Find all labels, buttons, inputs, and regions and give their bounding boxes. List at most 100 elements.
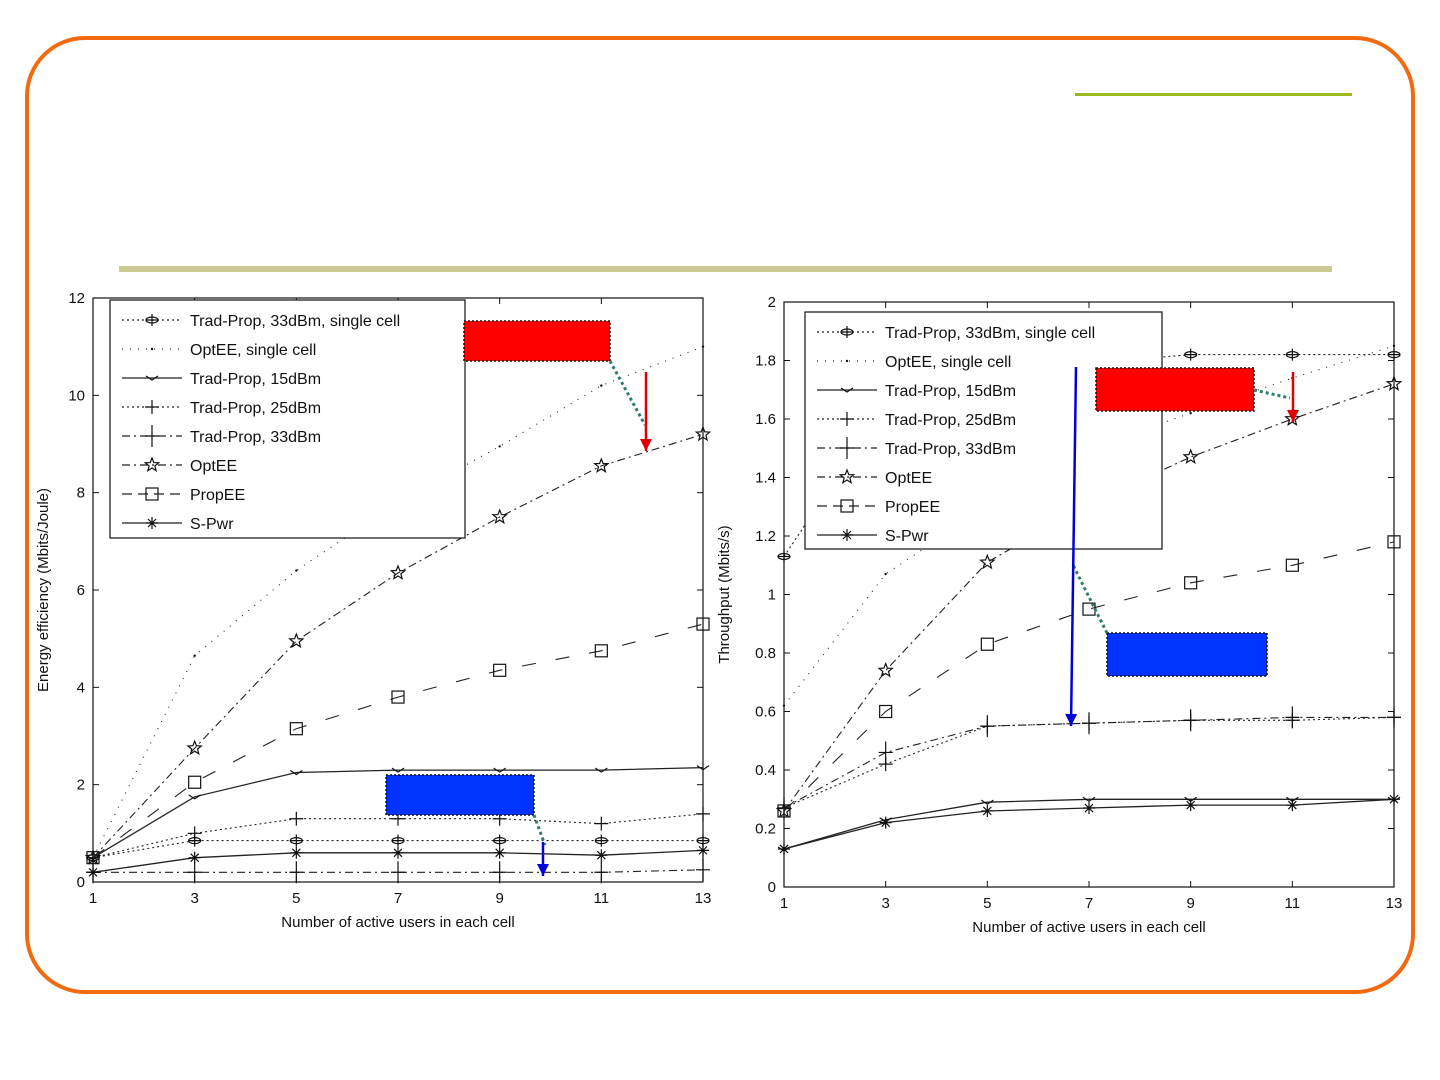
data-point — [1392, 344, 1396, 348]
data-point — [86, 851, 100, 865]
legend-label: PropEE — [190, 487, 245, 504]
blue-highlight-box — [385, 774, 535, 816]
data-point — [289, 834, 303, 847]
data-point — [493, 663, 507, 677]
legend-item: Trad-Prop, 15dBm — [122, 371, 321, 388]
data-point — [290, 770, 303, 776]
marker-star — [1385, 375, 1403, 391]
marker-dot — [193, 654, 196, 657]
marker-plus — [187, 826, 202, 841]
marker-star — [838, 468, 856, 485]
marker-circle — [493, 837, 507, 845]
marker-dot — [1189, 411, 1192, 415]
data-point — [289, 861, 304, 884]
marker-square — [289, 722, 303, 736]
data-point — [884, 572, 887, 576]
legend-label: S-Pwr — [190, 516, 234, 533]
data-point — [1387, 706, 1401, 729]
x-tick-label: 13 — [1386, 895, 1403, 912]
data-point — [1182, 448, 1199, 465]
legend-item: Trad-Prop, 33dBm — [817, 437, 1016, 459]
marker-asterisk — [290, 846, 303, 859]
marker-plus — [696, 806, 710, 821]
marker-plus — [145, 425, 159, 447]
y-axis-title: Energy efficiency (Mbits/Joule) — [35, 488, 52, 692]
x-tick-label: 9 — [1186, 895, 1194, 912]
y-tick-label: 4 — [77, 679, 85, 696]
data-point — [775, 802, 793, 818]
marker-plus — [1286, 348, 1299, 361]
data-point — [879, 704, 893, 719]
callout-line — [1253, 388, 1291, 400]
y-tick-label: 0.2 — [755, 821, 776, 838]
legend-item: Trad-Prop, 33dBm — [122, 425, 321, 447]
data-point — [777, 797, 791, 820]
legend-label: OptEE, single cell — [885, 354, 1011, 371]
marker-asterisk — [392, 846, 404, 859]
y-tick-label: 1.4 — [755, 470, 776, 487]
marker-plus — [289, 861, 304, 884]
data-point — [694, 425, 712, 442]
data-point — [1285, 558, 1299, 572]
marker-asterisk — [1083, 802, 1095, 815]
series-line — [92, 766, 704, 859]
legend-marker — [838, 468, 856, 485]
marker-star — [143, 456, 161, 473]
data-point — [1285, 706, 1300, 729]
data-point — [493, 846, 506, 859]
marker-star — [877, 661, 894, 678]
marker-plus — [1285, 706, 1300, 729]
legend-marker — [150, 347, 154, 351]
data-point — [391, 834, 405, 847]
marker-plus — [840, 437, 854, 459]
data-point — [595, 767, 608, 773]
marker-triangle — [290, 770, 303, 776]
data-point — [696, 617, 710, 631]
legend-box — [804, 311, 1163, 550]
slide-frame — [25, 36, 1415, 994]
y-axis-title: Throughput (Mbits/s) — [716, 525, 733, 663]
y-tick-label: 12 — [68, 290, 85, 307]
marker-plus — [187, 861, 202, 884]
marker-asterisk — [87, 866, 99, 879]
marker-plus — [1082, 712, 1096, 735]
marker-asterisk — [595, 849, 608, 862]
legend-marker — [845, 359, 849, 363]
tp-plot: 1 3 5 7 9 11 1300.20.40.60.811.21.41.61.82Numb… — [716, 294, 1402, 936]
data-point — [980, 637, 994, 651]
series-line — [783, 541, 1395, 812]
marker-square — [696, 617, 710, 631]
y-tick-label: 8 — [77, 485, 85, 502]
marker-plus — [777, 797, 791, 820]
data-point — [389, 564, 407, 580]
legend-marker — [145, 487, 159, 501]
marker-dot — [701, 345, 705, 348]
accent-line-mid — [119, 266, 1332, 272]
data-point — [1183, 709, 1198, 732]
marker-square — [879, 704, 893, 719]
legend-item: PropEE — [817, 499, 940, 516]
legend-item: S-Pwr — [122, 516, 234, 533]
legend-label: PropEE — [885, 499, 940, 516]
data-point — [696, 858, 710, 881]
legend-marker — [145, 314, 159, 326]
series-7 — [777, 535, 1401, 818]
data-point — [1385, 375, 1403, 391]
marker-dot — [295, 569, 298, 572]
marker-dot — [150, 347, 154, 351]
data-point — [593, 457, 610, 473]
legend-item: S-Pwr — [817, 528, 929, 545]
marker-star — [593, 457, 610, 473]
data-point — [594, 644, 608, 658]
data-point — [188, 794, 201, 800]
data-point — [1286, 799, 1299, 812]
data-point — [782, 704, 786, 707]
data-point — [981, 799, 994, 805]
data-point — [1387, 535, 1401, 549]
marker-circle — [840, 328, 854, 336]
marker-plus — [778, 550, 790, 563]
accent-line-top — [1075, 93, 1352, 96]
legend-item: OptEE, single cell — [817, 354, 1011, 371]
marker-dot — [845, 359, 849, 363]
marker-star — [694, 425, 712, 442]
